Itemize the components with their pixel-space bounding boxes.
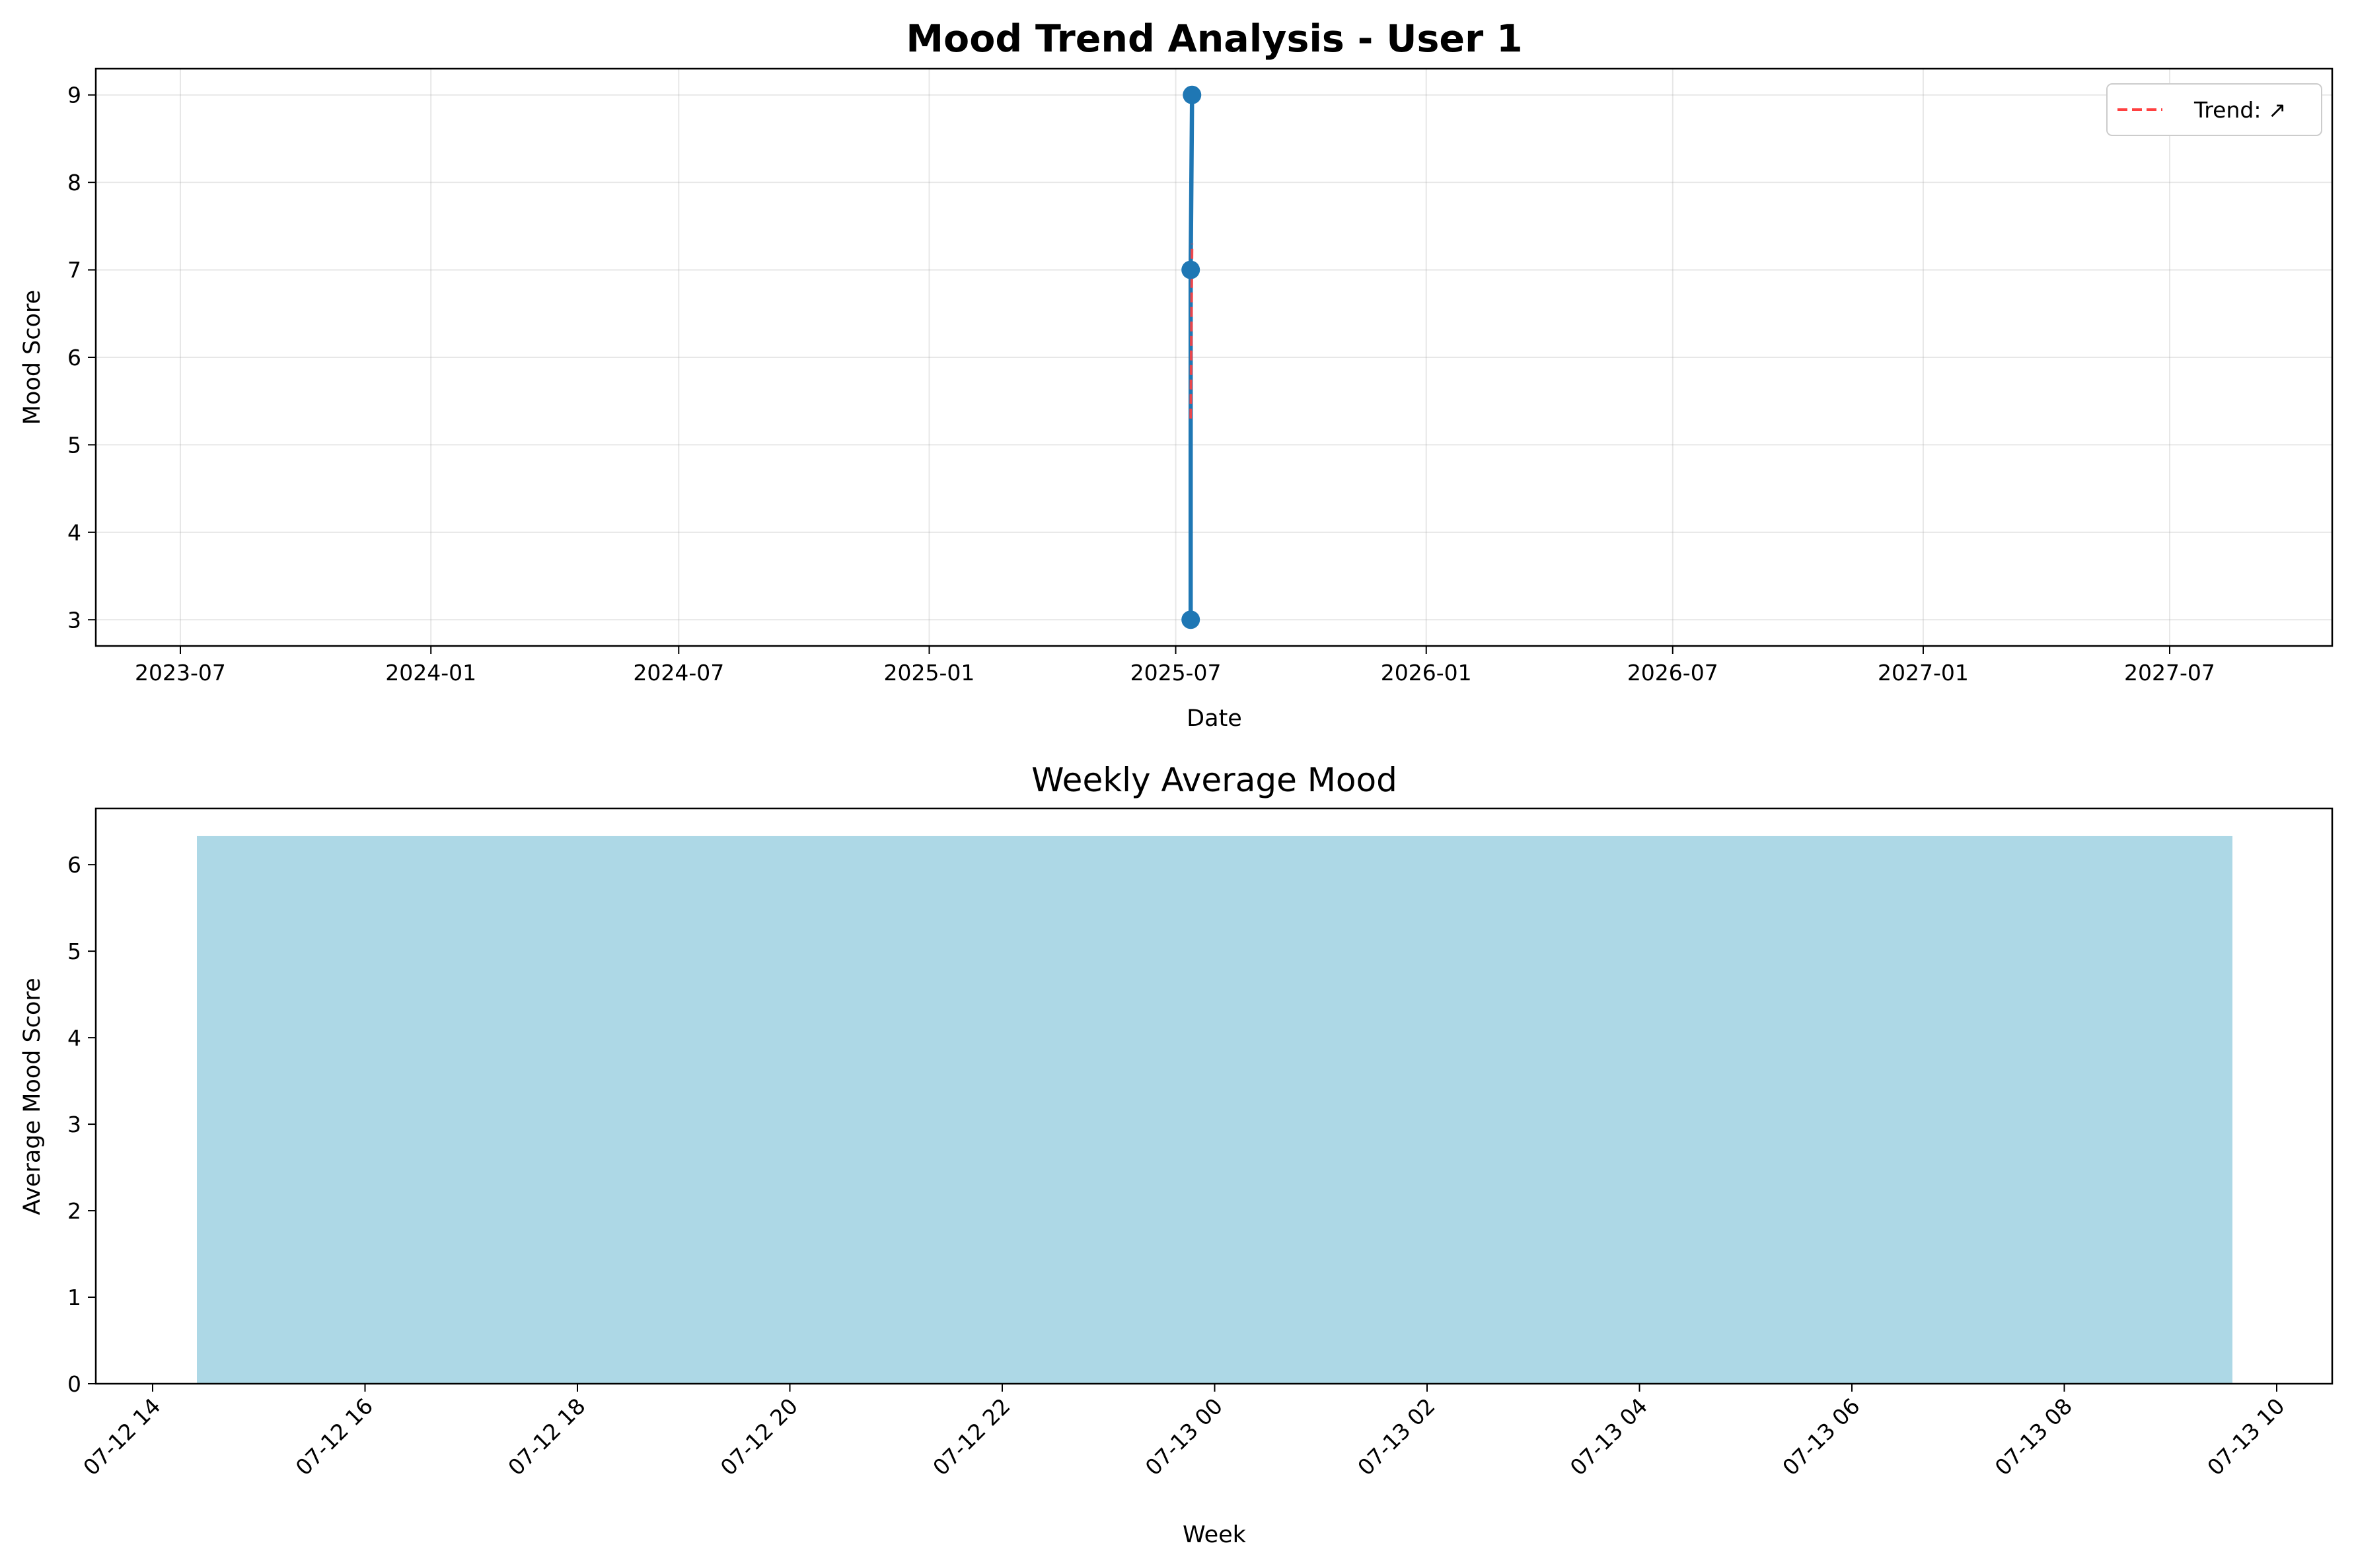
x-tick-label-07-12-14: 07-12 14	[78, 1393, 165, 1480]
x-tick-label-2027-01: 2027-01	[1878, 660, 1969, 686]
y-tick-label-2: 2	[67, 1198, 81, 1224]
y-axis-ticks: 0 1 2 3 4 5 6	[67, 852, 96, 1397]
bar-week-2025-07-13	[197, 836, 2232, 1384]
y-tick-label-1: 1	[67, 1285, 81, 1310]
y-tick-label-3: 3	[67, 607, 81, 633]
x-tick-label-07-12-22: 07-12 22	[928, 1393, 1015, 1480]
x-tick-label-2024-07: 2024-07	[633, 660, 724, 686]
y-tick-label-5: 5	[67, 432, 81, 458]
x-tick-label-07-12-20: 07-12 20	[716, 1393, 803, 1480]
y-tick-label-6: 6	[67, 852, 81, 878]
mood-point-3	[1183, 85, 1202, 104]
x-tick-label-07-13-08: 07-13 08	[1990, 1393, 2077, 1480]
x-tick-label-07-13-10: 07-13 10	[2202, 1393, 2289, 1480]
x-tick-label-2025-01: 2025-01	[884, 660, 975, 686]
x-tick-label-2027-07: 2027-07	[2124, 660, 2215, 686]
plot-area	[96, 69, 2332, 646]
x-tick-label-07-12-16: 07-12 16	[291, 1393, 378, 1480]
x-tick-label-07-13-04: 07-13 04	[1565, 1393, 1652, 1480]
x-axis-label: Date	[1187, 705, 1242, 732]
x-tick-label-07-13-02: 07-13 02	[1352, 1393, 1440, 1480]
x-tick-label-07-12-18: 07-12 18	[503, 1393, 590, 1480]
y-axis-label: Mood Score	[19, 290, 46, 425]
legend-box	[2106, 83, 2322, 136]
y-tick-label-6: 6	[67, 345, 81, 371]
legend-trend-label: Trend: ↗	[2193, 97, 2287, 123]
x-tick-label-2026-01: 2026-01	[1381, 660, 1472, 686]
bars-layer	[197, 836, 2232, 1384]
y-tick-label-0: 0	[67, 1371, 81, 1397]
x-axis-label: Week	[1183, 1522, 1247, 1548]
grid	[96, 69, 2332, 646]
mood-point-2	[1181, 260, 1200, 279]
x-axis-ticks: 2023-07 2024-01 2024-07 2025-01 2025-07 2026-…	[135, 646, 2215, 686]
x-axis-ticks: 07-12 14 07-12 16 07-12 18 07-12 20 07-12 22…	[78, 1384, 2290, 1481]
legend: Trend: ↗	[2106, 83, 2322, 136]
x-tick-label-2025-07: 2025-07	[1130, 660, 1222, 686]
chart-title: Mood Trend Analysis - User 1	[906, 17, 1522, 61]
y-tick-label-9: 9	[67, 83, 81, 108]
chart-title: Weekly Average Mood	[1031, 761, 1397, 799]
y-tick-label-4: 4	[67, 1025, 81, 1051]
x-tick-label-2024-01: 2024-01	[385, 660, 476, 686]
y-axis-label: Average Mood Score	[19, 978, 46, 1215]
x-tick-label-2026-07: 2026-07	[1627, 660, 1718, 686]
y-tick-label-7: 7	[67, 258, 81, 283]
x-tick-label-07-13-06: 07-13 06	[1777, 1393, 1864, 1480]
y-tick-label-4: 4	[67, 520, 81, 546]
y-axis-ticks: 3 4 5 6 7 8 9	[67, 83, 96, 633]
mood-trend-chart: Mood Trend Analysis - User 1 2023-07 2024…	[19, 17, 2334, 732]
x-tick-label-07-13-00: 07-13 00	[1140, 1393, 1228, 1480]
x-tick-label-2023-07: 2023-07	[135, 660, 226, 686]
weekly-average-chart: Weekly Average Mood 07-12 14 07-12 16 07-1…	[19, 761, 2334, 1548]
y-tick-label-8: 8	[67, 170, 81, 196]
series-layer	[1181, 85, 1202, 629]
y-tick-label-3: 3	[67, 1112, 81, 1137]
y-tick-label-5: 5	[67, 939, 81, 964]
mood-point-1	[1181, 610, 1200, 629]
